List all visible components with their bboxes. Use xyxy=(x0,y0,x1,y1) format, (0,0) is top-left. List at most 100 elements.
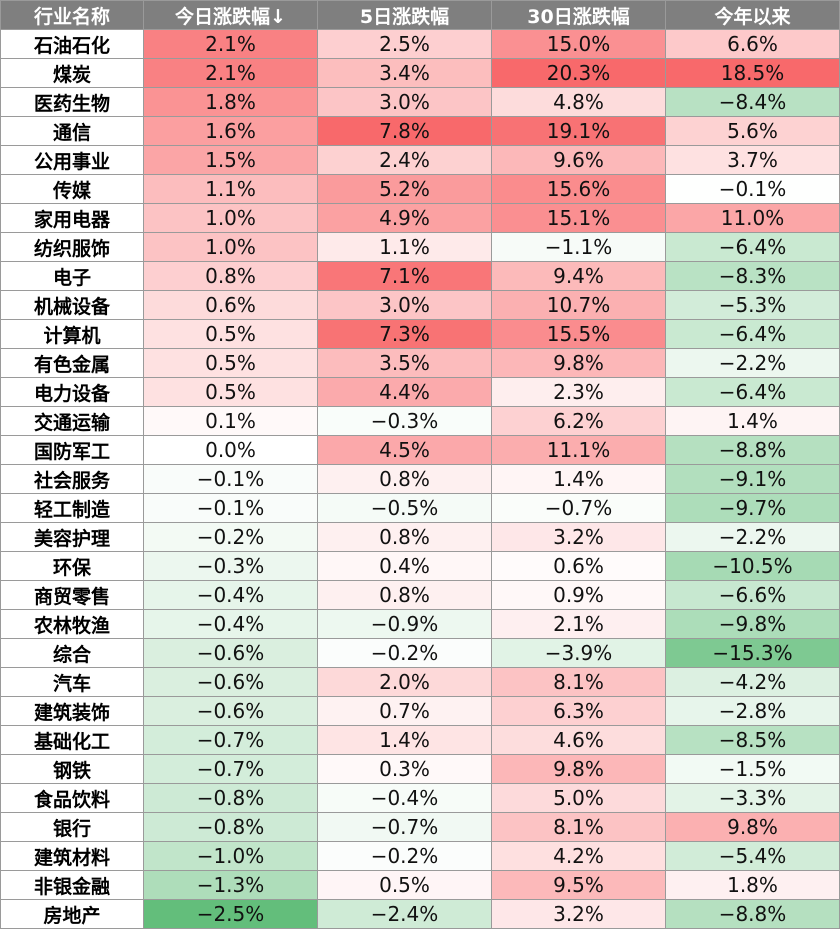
thirty-day-change-cell: 2.3% xyxy=(491,377,666,407)
five-day-change-cell: −0.2% xyxy=(317,638,492,668)
industry-name-cell: 电力设备 xyxy=(0,377,144,407)
table-row: 环保 −0.3% 0.4% 0.6% −10.5% xyxy=(0,551,840,581)
today-change-cell: 0.1% xyxy=(143,406,318,436)
today-change-cell: −0.8% xyxy=(143,812,318,842)
today-change-cell: −0.1% xyxy=(143,464,318,494)
industry-name-cell: 食品饮料 xyxy=(0,783,144,813)
ytd-change-cell: −10.5% xyxy=(665,551,840,581)
industry-name-cell: 农林牧渔 xyxy=(0,609,144,639)
table-row: 交通运输 0.1% −0.3% 6.2% 1.4% xyxy=(0,406,840,436)
ytd-change-cell: −2.2% xyxy=(665,348,840,378)
thirty-day-change-cell: 11.1% xyxy=(491,435,666,465)
five-day-change-cell: 5.2% xyxy=(317,174,492,204)
industry-name-cell: 建筑材料 xyxy=(0,841,144,871)
ytd-change-cell: −6.4% xyxy=(665,319,840,349)
industry-name-cell: 家用电器 xyxy=(0,203,144,233)
ytd-change-cell: −6.4% xyxy=(665,377,840,407)
table-row: 电子 0.8% 7.1% 9.4% −8.3% xyxy=(0,261,840,291)
thirty-day-change-cell: 1.4% xyxy=(491,464,666,494)
industry-name-cell: 房地产 xyxy=(0,899,144,929)
thirty-day-change-cell: 19.1% xyxy=(491,116,666,146)
industry-name-cell: 石油石化 xyxy=(0,29,144,59)
table-row: 家用电器 1.0% 4.9% 15.1% 11.0% xyxy=(0,203,840,233)
today-change-cell: −0.4% xyxy=(143,609,318,639)
ytd-change-cell: −8.4% xyxy=(665,87,840,117)
today-change-cell: 1.8% xyxy=(143,87,318,117)
industry-name-cell: 非银金融 xyxy=(0,870,144,900)
table-row: 钢铁 −0.7% 0.3% 9.8% −1.5% xyxy=(0,754,840,784)
ytd-change-cell: −3.3% xyxy=(665,783,840,813)
five-day-change-cell: −0.9% xyxy=(317,609,492,639)
ytd-change-cell: −2.2% xyxy=(665,522,840,552)
five-day-change-cell: −0.7% xyxy=(317,812,492,842)
thirty-day-change-cell: 5.0% xyxy=(491,783,666,813)
thirty-day-change-cell: 6.3% xyxy=(491,696,666,726)
table-row: 汽车 −0.6% 2.0% 8.1% −4.2% xyxy=(0,667,840,697)
five-day-change-cell: −2.4% xyxy=(317,899,492,929)
ytd-change-cell: −4.2% xyxy=(665,667,840,697)
today-change-cell: −1.0% xyxy=(143,841,318,871)
five-day-change-cell: 3.4% xyxy=(317,58,492,88)
today-change-cell: −0.4% xyxy=(143,580,318,610)
five-day-change-cell: 3.5% xyxy=(317,348,492,378)
industry-name-cell: 公用事业 xyxy=(0,145,144,175)
thirty-day-change-cell: 0.9% xyxy=(491,580,666,610)
ytd-change-cell: 3.7% xyxy=(665,145,840,175)
thirty-day-change-cell: 10.7% xyxy=(491,290,666,320)
today-change-cell: 1.6% xyxy=(143,116,318,146)
five-day-change-cell: −0.3% xyxy=(317,406,492,436)
today-change-cell: −2.5% xyxy=(143,899,318,929)
industry-name-cell: 轻工制造 xyxy=(0,493,144,523)
five-day-change-cell: −0.5% xyxy=(317,493,492,523)
thirty-day-change-cell: 8.1% xyxy=(491,812,666,842)
ytd-change-cell: −8.5% xyxy=(665,725,840,755)
ytd-change-cell: −9.1% xyxy=(665,464,840,494)
thirty-day-change-cell: −0.7% xyxy=(491,493,666,523)
ytd-change-cell: −2.8% xyxy=(665,696,840,726)
industry-name-cell: 医药生物 xyxy=(0,87,144,117)
industry-name-cell: 计算机 xyxy=(0,319,144,349)
column-header-industry[interactable]: 行业名称 xyxy=(0,0,144,30)
thirty-day-change-cell: 20.3% xyxy=(491,58,666,88)
today-change-cell: 0.5% xyxy=(143,348,318,378)
thirty-day-change-cell: 3.2% xyxy=(491,899,666,929)
five-day-change-cell: 7.1% xyxy=(317,261,492,291)
thirty-day-change-cell: −3.9% xyxy=(491,638,666,668)
column-header-ytd-change[interactable]: 今年以来 xyxy=(665,0,840,30)
header-row: 行业名称 今日涨跌幅↓ 5日涨跌幅 30日涨跌幅 今年以来 xyxy=(0,0,840,30)
industry-name-cell: 钢铁 xyxy=(0,754,144,784)
five-day-change-cell: 4.9% xyxy=(317,203,492,233)
table-row: 煤炭 2.1% 3.4% 20.3% 18.5% xyxy=(0,58,840,88)
ytd-change-cell: −6.4% xyxy=(665,232,840,262)
thirty-day-change-cell: 9.8% xyxy=(491,754,666,784)
five-day-change-cell: 2.0% xyxy=(317,667,492,697)
industry-name-cell: 社会服务 xyxy=(0,464,144,494)
table-row: 基础化工 −0.7% 1.4% 4.6% −8.5% xyxy=(0,725,840,755)
column-header-today-change[interactable]: 今日涨跌幅↓ xyxy=(143,0,318,30)
industry-name-cell: 通信 xyxy=(0,116,144,146)
table-body: 石油石化 2.1% 2.5% 15.0% 6.6% 煤炭 2.1% 3.4% 20.3% 18.5… xyxy=(0,29,840,929)
table-row: 农林牧渔 −0.4% −0.9% 2.1% −9.8% xyxy=(0,609,840,639)
five-day-change-cell: 4.5% xyxy=(317,435,492,465)
ytd-change-cell: −5.3% xyxy=(665,290,840,320)
five-day-change-cell: 2.5% xyxy=(317,29,492,59)
today-change-cell: 1.5% xyxy=(143,145,318,175)
column-header-5day-change[interactable]: 5日涨跌幅 xyxy=(317,0,492,30)
industry-name-cell: 环保 xyxy=(0,551,144,581)
industry-name-cell: 机械设备 xyxy=(0,290,144,320)
today-change-cell: 0.5% xyxy=(143,377,318,407)
five-day-change-cell: 3.0% xyxy=(317,87,492,117)
ytd-change-cell: −8.8% xyxy=(665,899,840,929)
ytd-change-cell: −15.3% xyxy=(665,638,840,668)
column-header-30day-change[interactable]: 30日涨跌幅 xyxy=(491,0,666,30)
ytd-change-cell: −9.7% xyxy=(665,493,840,523)
table-row: 轻工制造 −0.1% −0.5% −0.7% −9.7% xyxy=(0,493,840,523)
five-day-change-cell: 1.1% xyxy=(317,232,492,262)
today-change-cell: −1.3% xyxy=(143,870,318,900)
thirty-day-change-cell: 15.1% xyxy=(491,203,666,233)
industry-name-cell: 基础化工 xyxy=(0,725,144,755)
ytd-change-cell: 6.6% xyxy=(665,29,840,59)
ytd-change-cell: −0.1% xyxy=(665,174,840,204)
thirty-day-change-cell: 9.4% xyxy=(491,261,666,291)
